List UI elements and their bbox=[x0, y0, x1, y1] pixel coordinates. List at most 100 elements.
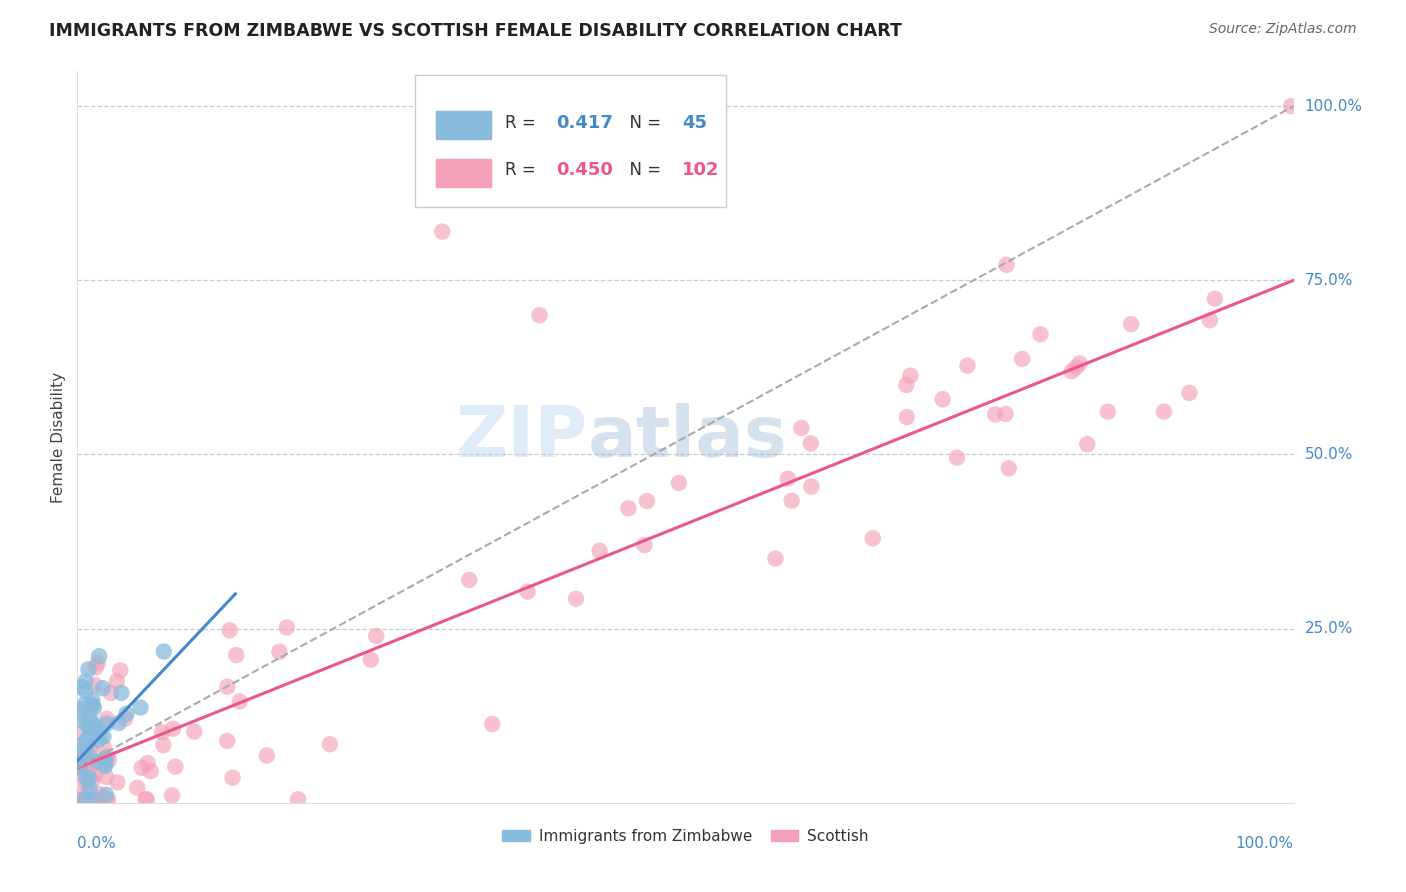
Point bbox=[1064, 360, 1087, 375]
Point bbox=[127, 780, 149, 795]
Text: ZIP: ZIP bbox=[456, 402, 588, 472]
Point bbox=[481, 717, 503, 731]
Point bbox=[91, 681, 114, 695]
Point bbox=[72, 769, 94, 783]
Point bbox=[96, 770, 118, 784]
Point bbox=[73, 761, 96, 775]
Text: 75.0%: 75.0% bbox=[1305, 273, 1353, 288]
Point bbox=[97, 749, 120, 764]
Point bbox=[73, 697, 96, 711]
Point bbox=[221, 771, 243, 785]
Text: 0.0%: 0.0% bbox=[77, 836, 117, 851]
Point bbox=[430, 225, 453, 239]
Point bbox=[87, 733, 110, 747]
Point bbox=[862, 532, 884, 546]
Point bbox=[256, 748, 278, 763]
Point bbox=[1178, 386, 1201, 401]
Point bbox=[1097, 404, 1119, 418]
Point bbox=[1069, 357, 1091, 371]
Point bbox=[77, 720, 100, 734]
Point bbox=[73, 792, 96, 806]
Text: 0.417: 0.417 bbox=[557, 114, 613, 132]
Point bbox=[588, 543, 610, 558]
Point bbox=[984, 408, 1007, 422]
Point bbox=[84, 678, 107, 692]
Point bbox=[80, 698, 103, 713]
Point bbox=[79, 759, 101, 773]
Point bbox=[79, 749, 101, 764]
Point bbox=[77, 662, 100, 676]
Point bbox=[84, 660, 107, 674]
Point bbox=[94, 756, 117, 771]
Point bbox=[93, 756, 115, 771]
Point bbox=[69, 726, 91, 740]
Point bbox=[94, 759, 117, 773]
Point bbox=[800, 436, 823, 450]
Text: 0.450: 0.450 bbox=[557, 161, 613, 179]
Point bbox=[79, 711, 101, 725]
Point bbox=[72, 747, 94, 762]
Point bbox=[75, 674, 97, 689]
Point bbox=[107, 775, 129, 789]
Point bbox=[77, 739, 100, 754]
Point bbox=[69, 761, 91, 775]
Text: 102: 102 bbox=[682, 161, 720, 179]
Point bbox=[82, 693, 104, 707]
Point bbox=[135, 792, 157, 806]
Point bbox=[636, 494, 658, 508]
Point bbox=[765, 551, 787, 566]
Point bbox=[896, 410, 918, 425]
Legend: Immigrants from Zimbabwe, Scottish: Immigrants from Zimbabwe, Scottish bbox=[496, 822, 875, 850]
Point bbox=[529, 308, 551, 322]
Point bbox=[70, 792, 93, 806]
Point bbox=[931, 392, 953, 407]
Point bbox=[997, 461, 1019, 475]
Point bbox=[129, 700, 152, 714]
Text: 45: 45 bbox=[682, 114, 707, 132]
FancyBboxPatch shape bbox=[436, 159, 491, 186]
Point bbox=[70, 755, 93, 769]
Point bbox=[162, 722, 184, 736]
Point bbox=[1119, 317, 1142, 331]
Point bbox=[319, 737, 342, 751]
Y-axis label: Female Disability: Female Disability bbox=[51, 371, 66, 503]
Point bbox=[96, 712, 118, 726]
Point bbox=[96, 792, 118, 806]
Text: Source: ZipAtlas.com: Source: ZipAtlas.com bbox=[1209, 22, 1357, 37]
Point bbox=[105, 674, 128, 689]
Point bbox=[1060, 364, 1083, 378]
Point bbox=[97, 792, 120, 806]
Point bbox=[67, 739, 90, 753]
FancyBboxPatch shape bbox=[415, 75, 725, 207]
Point bbox=[94, 788, 117, 802]
Text: N =: N = bbox=[619, 161, 666, 179]
Point bbox=[115, 706, 138, 721]
Point bbox=[89, 792, 111, 806]
Point bbox=[82, 773, 104, 788]
Point bbox=[131, 761, 153, 775]
Point bbox=[82, 698, 104, 713]
Point bbox=[96, 716, 118, 731]
Point bbox=[82, 759, 104, 773]
Text: N =: N = bbox=[619, 114, 666, 132]
Point bbox=[1153, 404, 1175, 418]
Point bbox=[77, 771, 100, 785]
FancyBboxPatch shape bbox=[436, 112, 491, 139]
Point bbox=[1029, 327, 1052, 342]
Point bbox=[269, 645, 291, 659]
Point bbox=[93, 792, 115, 806]
Point bbox=[183, 724, 205, 739]
Point bbox=[898, 368, 921, 383]
Point bbox=[800, 479, 823, 493]
Point bbox=[79, 714, 101, 728]
Point bbox=[76, 772, 98, 786]
Point bbox=[946, 450, 969, 465]
Point bbox=[79, 741, 101, 756]
Point bbox=[82, 792, 104, 806]
Text: 100.0%: 100.0% bbox=[1305, 99, 1362, 113]
Point bbox=[217, 680, 239, 694]
Point bbox=[75, 684, 97, 698]
Point bbox=[633, 538, 655, 552]
Point bbox=[153, 644, 176, 658]
Point bbox=[956, 359, 979, 373]
